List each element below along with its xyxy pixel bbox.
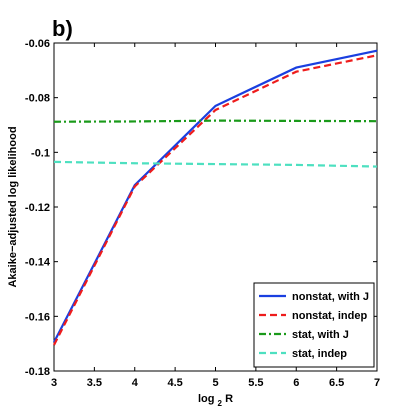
x-tick-label: 3 [51,377,57,389]
plot-area: 3 3.5 4 4.5 5 5.5 6 6.5 7 -0.18 -0.16 -0.14 -0.12 -0.… [25,38,380,389]
x-tick-label: 5 [212,377,218,389]
x-axis-label-main: log [198,393,215,405]
x-axis-label-suffix: R [225,393,233,405]
x-tick-label: 4 [132,377,139,389]
x-tick-label: 3.5 [87,377,102,389]
y-tick-label: -0.18 [25,366,50,378]
series-line [53,49,378,343]
panel-label: b) [52,16,73,41]
x-tick-label: 7 [374,377,380,389]
y-tick-label: -0.1 [31,147,50,159]
y-tick-label: -0.14 [25,257,51,269]
y-tick-label: -0.08 [25,93,50,105]
series-lines [53,49,378,346]
x-tick-label: 6 [293,377,299,389]
series-line [53,119,378,123]
y-axis-label: Akaike−adjusted log likelihood [7,126,19,287]
legend-label: nonstat, indep [292,310,367,322]
x-tick-label: 6.5 [329,377,344,389]
axis-ticks [53,42,378,372]
tick-labels: 3 3.5 4 4.5 5 5.5 6 6.5 7 -0.18 -0.16 -0.14 -0.12 -0.… [25,38,380,389]
y-tick-label: -0.16 [25,311,50,323]
legend: nonstat, with J nonstat, indep stat, with … [253,282,375,368]
series-line [53,160,378,168]
legend-label: stat, with J [292,329,349,341]
y-tick-label: -0.12 [25,202,50,214]
x-axis-label: log 2 R [198,393,233,409]
series-line [53,54,378,346]
x-tick-label: 4.5 [167,377,182,389]
x-axis-label-subscript: 2 [218,399,223,408]
y-tick-label: -0.06 [25,38,50,50]
legend-label: nonstat, with J [292,291,369,303]
legend-label: stat, indep [292,348,347,360]
x-tick-label: 5.5 [248,377,263,389]
